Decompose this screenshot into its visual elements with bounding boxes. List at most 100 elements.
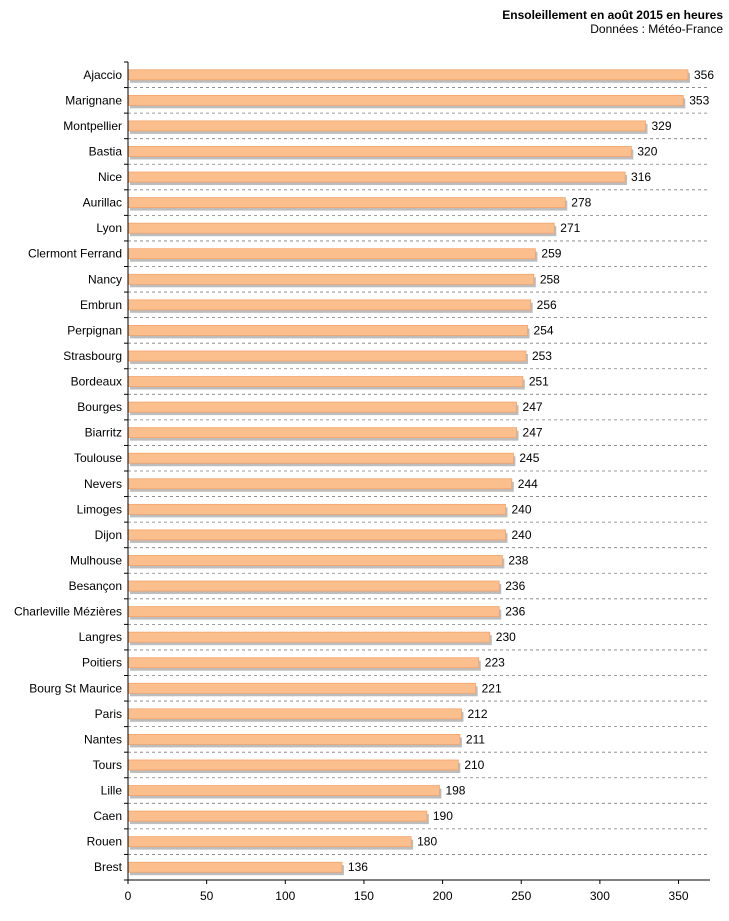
data-label: 271 [560,221,580,235]
category-label: Bastia [89,144,123,158]
data-label: 247 [523,426,543,440]
category-label: Rouen [87,835,122,849]
data-label: 251 [529,375,549,389]
x-tick-label: 350 [669,889,689,903]
category-label: Toulouse [74,451,122,465]
category-label: Bordeaux [71,375,122,389]
x-tick-label: 100 [275,889,295,903]
bar-marignane [127,94,684,106]
data-label: 329 [652,119,672,133]
x-tick-label: 150 [354,889,374,903]
category-label: Strasbourg [63,349,122,363]
data-label: 244 [518,477,538,491]
category-label: Nantes [84,732,122,746]
bar-nice [127,171,626,183]
data-label: 223 [485,656,505,670]
bar-poitiers [127,657,480,669]
x-tick-label: 0 [125,889,132,903]
chart-title-block: Ensoleillement en août 2015 en heures Do… [502,8,723,36]
bar-montpellier [127,120,646,132]
x-tick-label: 50 [200,889,214,903]
bar-langres [127,631,491,643]
bar-embrun [127,299,532,311]
category-label: Lyon [96,221,122,235]
data-label: 198 [445,784,465,798]
data-label: 256 [537,298,557,312]
category-label: Tours [93,758,122,772]
category-label: Perpignan [67,323,122,337]
bar-mulhouse [127,555,503,566]
data-label: 136 [348,860,368,874]
chart-title: Ensoleillement en août 2015 en heures [502,8,723,22]
category-label: Langres [79,630,122,644]
data-label: 259 [541,247,561,261]
data-label: 258 [540,272,560,286]
bar-besan-on [127,580,500,592]
data-label: 247 [523,400,543,414]
bar-lyon [127,222,555,234]
bar-strasbourg [127,350,527,362]
data-label: 221 [482,681,502,695]
category-label: Nevers [84,477,122,491]
bar-nevers [127,478,513,490]
category-label: Brest [94,860,123,874]
bar-dijon [127,529,506,541]
bar-aurillac [127,197,566,208]
data-label: 236 [505,605,525,619]
category-label: Mulhouse [70,553,122,567]
data-label: 316 [631,170,651,184]
bar-rouen [127,836,412,848]
data-label: 253 [532,349,552,363]
bar-nantes [127,734,461,745]
category-label: Aurillac [83,196,122,210]
category-label: Marignane [65,93,122,107]
bar-charleville-m-zi-res [127,606,500,617]
bar-lille [127,785,440,796]
category-label: Montpellier [63,119,122,133]
data-label: 245 [519,451,539,465]
category-label: Charleville Mézières [14,605,122,619]
bar-bourges [127,401,517,413]
category-label: Nancy [88,272,122,286]
data-label: 230 [496,630,516,644]
chart-subtitle: Données : Météo-France [590,22,723,36]
data-label: 320 [637,144,657,158]
x-tick-label: 300 [590,889,610,903]
category-label: Lille [101,784,123,798]
data-label: 190 [433,809,453,823]
category-label: Paris [95,707,122,721]
category-label: Poitiers [82,656,122,670]
bar-biarritz [127,427,517,439]
bar-bourg-st-maurice [127,682,477,694]
bar-caen [127,810,428,822]
x-tick-label: 200 [433,889,453,903]
category-label: Clermont Ferrand [28,247,122,261]
data-label: 180 [417,835,437,849]
bar-limoges [127,503,506,515]
data-label: 278 [571,196,591,210]
data-label: 240 [512,502,532,516]
data-label: 210 [464,758,484,772]
bar-ajaccio [127,69,689,81]
data-label: 353 [689,93,709,107]
category-label: Biarritz [85,426,122,440]
bar-paris [127,708,462,720]
bar-brest [127,861,343,873]
data-label: 236 [505,579,525,593]
data-label: 212 [467,707,487,721]
bar-tours [127,759,459,771]
category-label: Embrun [80,298,122,312]
category-label: Caen [93,809,122,823]
category-label: Besançon [69,579,122,593]
data-label: 254 [534,323,554,337]
bar-clermont-ferrand [127,248,536,260]
category-label: Ajaccio [83,68,122,82]
category-label: Bourg St Maurice [29,681,122,695]
bar-perpignan [127,325,528,336]
category-label: Nice [98,170,122,184]
data-label: 356 [694,68,714,82]
data-label: 240 [512,528,532,542]
bar-bordeaux [127,376,524,387]
bar-nancy [127,273,535,285]
